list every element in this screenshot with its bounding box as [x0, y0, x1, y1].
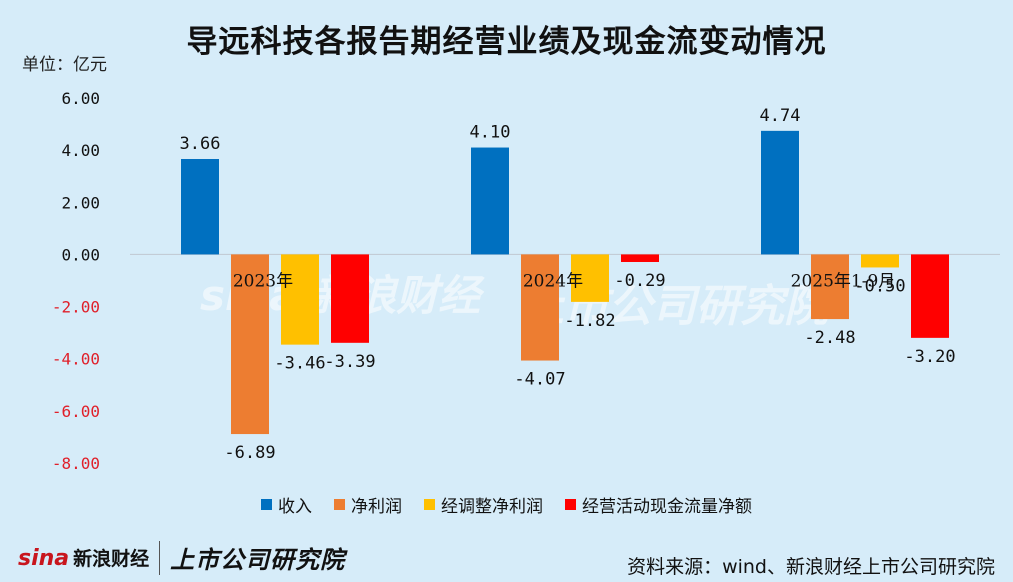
data-label: 4.10	[470, 123, 511, 143]
logo-divider	[159, 540, 161, 575]
bar-1-2	[811, 254, 849, 320]
y-tick-label: -4.00	[52, 350, 100, 369]
sina-logo: sina 新浪财经	[18, 544, 149, 571]
data-label: -1.82	[564, 311, 615, 331]
data-label: -4.07	[514, 370, 565, 390]
y-tick-label: 6.00	[61, 89, 100, 108]
legend-item: 收入	[261, 492, 312, 517]
y-tick-label: -6.00	[52, 402, 100, 421]
legend-swatch	[261, 499, 272, 510]
y-tick-label: -8.00	[52, 454, 100, 473]
bar-3-0	[331, 254, 369, 343]
legend-swatch	[334, 499, 345, 510]
data-label: 3.66	[180, 134, 221, 154]
data-label: -2.48	[804, 328, 855, 348]
legend-swatch	[565, 499, 576, 510]
legend-label: 经调整净利润	[441, 497, 543, 517]
data-label: -3.46	[274, 354, 325, 374]
bar-0-0	[181, 159, 219, 255]
y-tick-label: 2.00	[61, 193, 100, 212]
data-label: -6.89	[224, 443, 275, 463]
bar-1-0	[231, 254, 269, 435]
bar-2-0	[281, 254, 319, 345]
legend-label: 经营活动现金流量净额	[582, 497, 752, 517]
bar-2-1	[571, 254, 609, 302]
y-tick-label: -2.00	[52, 298, 100, 317]
bar-1-1	[521, 254, 559, 361]
footer-logos: sina 新浪财经 上市公司研究院	[18, 540, 345, 575]
legend-item: 净利润	[334, 492, 402, 517]
data-label: 4.74	[760, 106, 801, 126]
source-note: 资料来源：wind、新浪财经上市公司研究院	[627, 556, 995, 578]
data-label: -3.39	[324, 352, 375, 372]
data-label: -0.50	[854, 276, 905, 296]
data-label: -0.29	[614, 271, 665, 291]
legend-swatch	[424, 499, 435, 510]
data-label: -3.20	[904, 347, 955, 367]
y-tick-label: 4.00	[61, 141, 100, 160]
bar-3-2	[911, 254, 949, 338]
legend: 收入 净利润 经调整净利润 经营活动现金流量净额	[0, 492, 1013, 517]
bar-0-2	[761, 130, 799, 255]
category-label: 2023年	[233, 271, 293, 291]
research-logo: 上市公司研究院	[170, 546, 346, 574]
sina-eye-icon: sina	[18, 546, 70, 571]
chart-title: 导远科技各报告期经营业绩及现金流变动情况	[186, 24, 827, 60]
unit-label: 单位：亿元	[22, 55, 107, 75]
legend-item: 经营活动现金流量净额	[565, 492, 752, 517]
sina-logo-text: 新浪财经	[73, 548, 150, 570]
legend-label: 收入	[278, 497, 312, 517]
bar-3-1	[621, 254, 659, 262]
bar-0-1	[471, 147, 509, 255]
bar-chart: 6.00 4.00 2.00 0.00 -2.00 -4.00 -6.00 -8.00 3.66…	[52, 89, 1000, 473]
category-label: 2025年1-9月	[791, 271, 896, 291]
y-tick-label: 0.00	[61, 245, 100, 264]
bar-2-2	[861, 254, 899, 268]
legend-item: 经调整净利润	[424, 492, 543, 517]
legend-label: 净利润	[351, 497, 402, 517]
category-label: 2024年	[523, 271, 583, 291]
